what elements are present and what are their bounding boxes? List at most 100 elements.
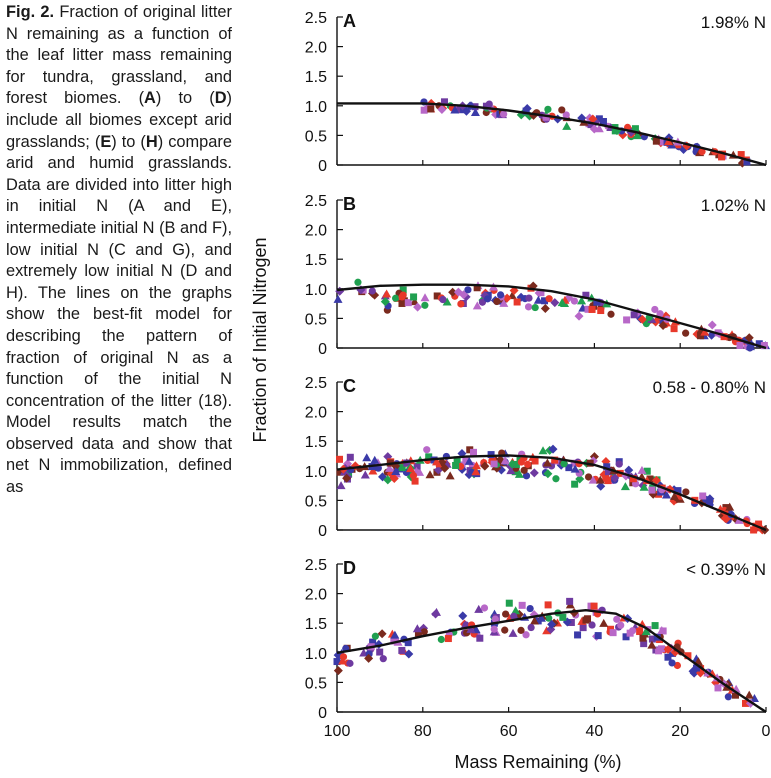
data-point (744, 333, 754, 343)
panel-a: 2.5 2.0 1.5 1.0 0.5 0 A 1.98% N (305, 10, 767, 175)
data-point (369, 638, 377, 646)
panel-letter: A (343, 11, 356, 31)
data-point (420, 293, 430, 302)
y-tick-label: 1.0 (305, 646, 327, 663)
data-point (469, 448, 477, 456)
data-point (737, 151, 745, 159)
data-point (445, 471, 455, 480)
data-point (559, 613, 567, 621)
data-point (502, 610, 510, 618)
data-point (522, 631, 530, 639)
data-point (552, 475, 560, 483)
panel-c: 2.5 2.0 1.5 1.0 0.5 0 C 0.58 - 0.80% N (305, 375, 770, 540)
data-point (420, 628, 428, 636)
data-point (588, 305, 596, 313)
data-point (529, 468, 539, 478)
data-point (473, 284, 481, 292)
data-point (749, 693, 759, 702)
y-tick-label: 2.0 (305, 223, 327, 240)
data-point (425, 453, 433, 461)
data-point (500, 110, 508, 118)
data-point (472, 301, 482, 310)
panel-annotation: 1.98% N (701, 13, 766, 32)
data-point (398, 646, 406, 654)
data-point (399, 286, 407, 294)
data-point (673, 661, 682, 670)
data-point (651, 475, 661, 485)
y-tick-label: 0.5 (305, 311, 327, 328)
data-point (636, 628, 644, 636)
data-point (570, 297, 579, 305)
data-point (390, 637, 398, 645)
data-point (466, 446, 474, 454)
data-point (524, 303, 533, 311)
data-point (414, 629, 422, 637)
data-point (423, 446, 431, 454)
data-point (500, 456, 510, 465)
data-point (420, 106, 428, 114)
y-axis-label: Fraction of Initial Nitrogen (250, 237, 270, 442)
data-point (566, 597, 574, 605)
data-point (700, 327, 710, 336)
data-point (425, 470, 435, 479)
data-point (333, 658, 341, 666)
data-point (558, 106, 566, 114)
data-point (526, 604, 534, 613)
panel-annotation: 0.58 - 0.80% N (653, 378, 766, 397)
data-point (620, 482, 630, 491)
data-point (433, 292, 441, 300)
data-point (647, 640, 657, 649)
y-tick-label: 2.5 (305, 193, 327, 210)
data-point (663, 137, 673, 146)
data-point (510, 612, 518, 620)
y-tick-label: 0 (318, 705, 327, 722)
data-point (480, 461, 490, 471)
data-point (562, 121, 572, 130)
data-point (346, 453, 354, 461)
data-point (471, 467, 481, 476)
data-point (458, 611, 468, 621)
data-point (384, 463, 394, 472)
data-point (579, 624, 587, 632)
data-point (682, 488, 690, 496)
caption-panel-ref: D (214, 89, 227, 108)
data-point (507, 459, 517, 469)
data-point (551, 456, 559, 464)
data-point (744, 690, 754, 699)
data-point (406, 464, 416, 473)
data-point (536, 613, 546, 622)
data-point (630, 311, 638, 319)
data-point (543, 469, 553, 479)
data-point (651, 305, 659, 314)
data-point (364, 653, 374, 663)
data-point (656, 310, 664, 318)
data-point (368, 287, 376, 295)
data-point (439, 295, 447, 304)
data-point (684, 652, 692, 660)
x-tick-label: 100 (324, 723, 351, 740)
data-point (342, 473, 352, 483)
data-point (588, 475, 598, 484)
data-point (588, 114, 598, 124)
data-point (584, 305, 592, 313)
data-point (502, 293, 512, 303)
data-point (542, 458, 552, 467)
data-point (613, 615, 621, 623)
data-point (442, 297, 452, 306)
data-point (470, 107, 480, 116)
data-point (570, 459, 578, 467)
data-point (639, 634, 647, 642)
data-point (664, 653, 672, 661)
chart-panels: 2.5 2.0 1.5 1.0 0.5 0 A 1.98% N 2.5 2.0 1.5 1.0 0.5 0… (305, 10, 771, 740)
data-point (658, 321, 668, 331)
data-point (478, 298, 487, 306)
data-point (398, 464, 406, 472)
caption-panel-ref: E (100, 132, 112, 151)
x-tick-label: 80 (414, 723, 432, 740)
data-point (493, 297, 501, 306)
data-point (550, 298, 560, 308)
data-point (427, 105, 435, 113)
data-point (596, 481, 606, 491)
data-point (562, 111, 570, 119)
data-point (336, 468, 344, 476)
